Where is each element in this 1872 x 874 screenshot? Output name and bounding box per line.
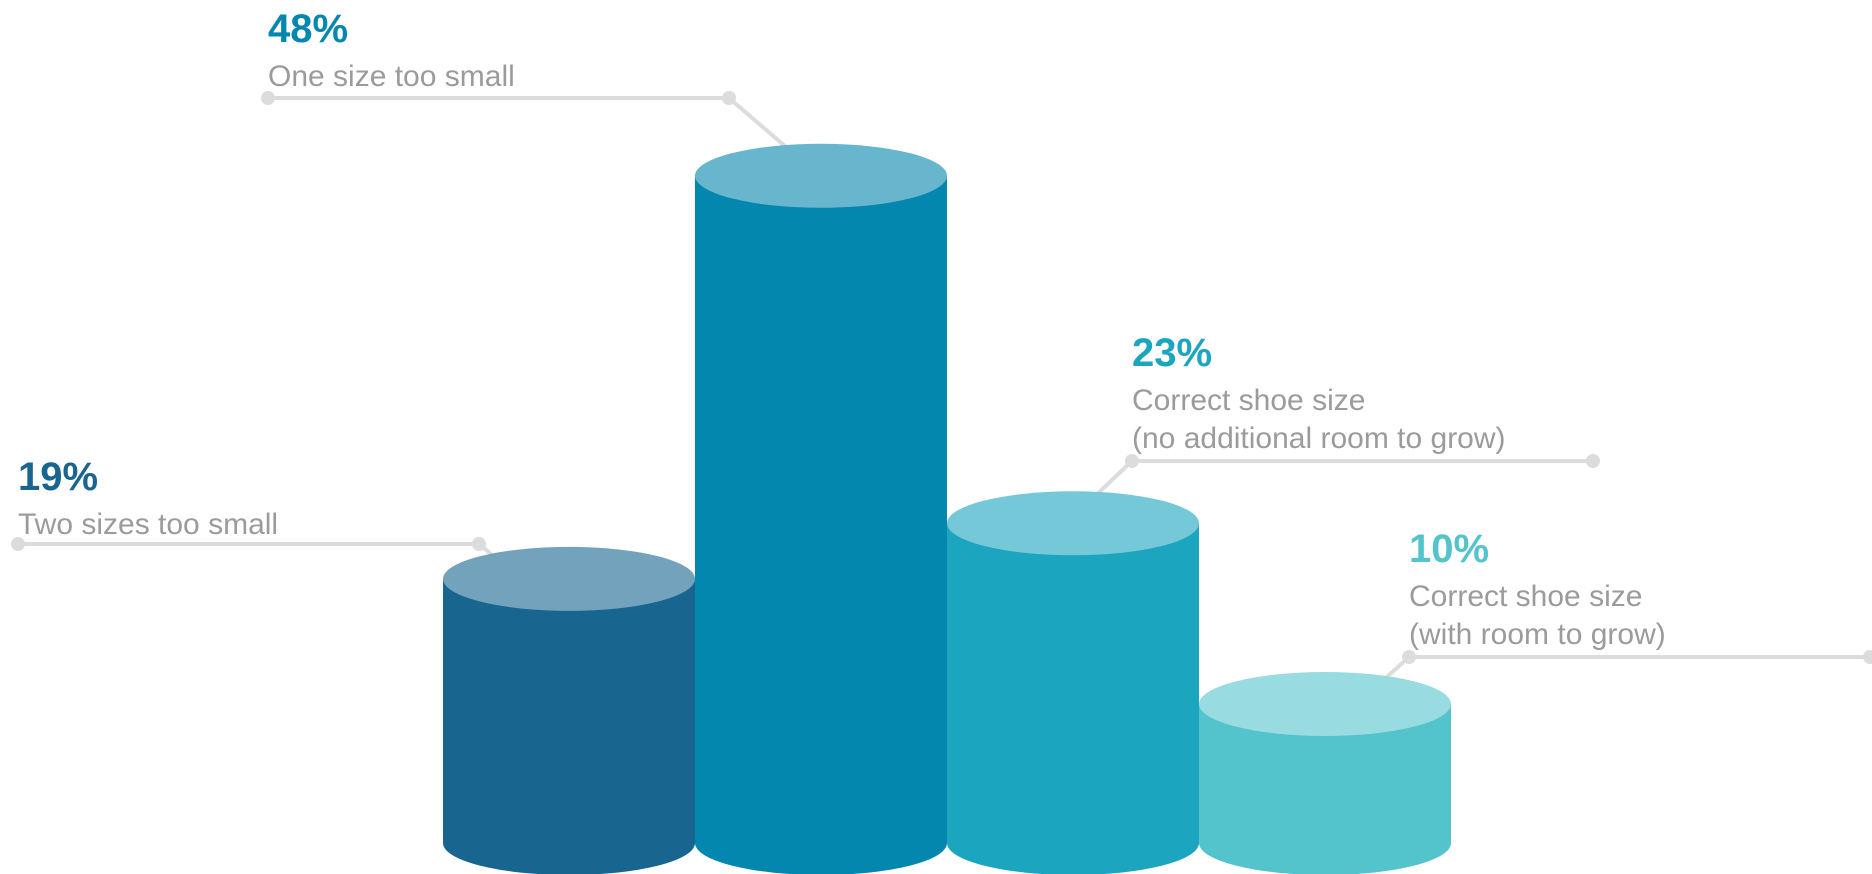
bar-top-correct-no-room — [947, 491, 1199, 556]
leader-dot — [261, 91, 275, 105]
leader-dot — [472, 537, 486, 551]
bar-body-one-size-too-small — [695, 175, 947, 874]
labels-group: 19% Two sizes too small 48% One size too sm… — [18, 7, 1666, 651]
leader-dot — [11, 537, 25, 551]
bars-group — [443, 143, 1451, 874]
category-label-correct-with-room: Correct shoe size — [1409, 580, 1642, 613]
leader-dot — [1125, 454, 1139, 468]
category-label-two-sizes-too-small: Two sizes too small — [18, 508, 278, 541]
category-label-correct-no-room: Correct shoe size — [1132, 384, 1365, 417]
bar-body-two-sizes-too-small — [443, 578, 695, 874]
bar-top-correct-with-room — [1199, 672, 1451, 736]
leader-dot — [1402, 650, 1416, 664]
value-label-two-sizes-too-small: 19% — [18, 455, 98, 499]
bar-top-one-size-too-small — [695, 143, 947, 208]
value-label-correct-with-room: 10% — [1409, 527, 1489, 571]
leader-dot — [722, 91, 736, 105]
value-label-one-size-too-small: 48% — [268, 7, 348, 51]
leader-dot — [1586, 454, 1600, 468]
value-label-correct-no-room: 23% — [1132, 331, 1212, 375]
category-label-correct-no-room: (no additional room to grow) — [1132, 422, 1506, 455]
bar-body-correct-no-room — [947, 523, 1199, 874]
category-label-one-size-too-small: One size too small — [268, 60, 515, 93]
bar-body-correct-with-room — [1199, 704, 1451, 874]
bar-top-two-sizes-too-small — [443, 546, 695, 611]
category-label-correct-with-room: (with room to grow) — [1409, 618, 1666, 651]
leader-dot — [1863, 650, 1872, 664]
